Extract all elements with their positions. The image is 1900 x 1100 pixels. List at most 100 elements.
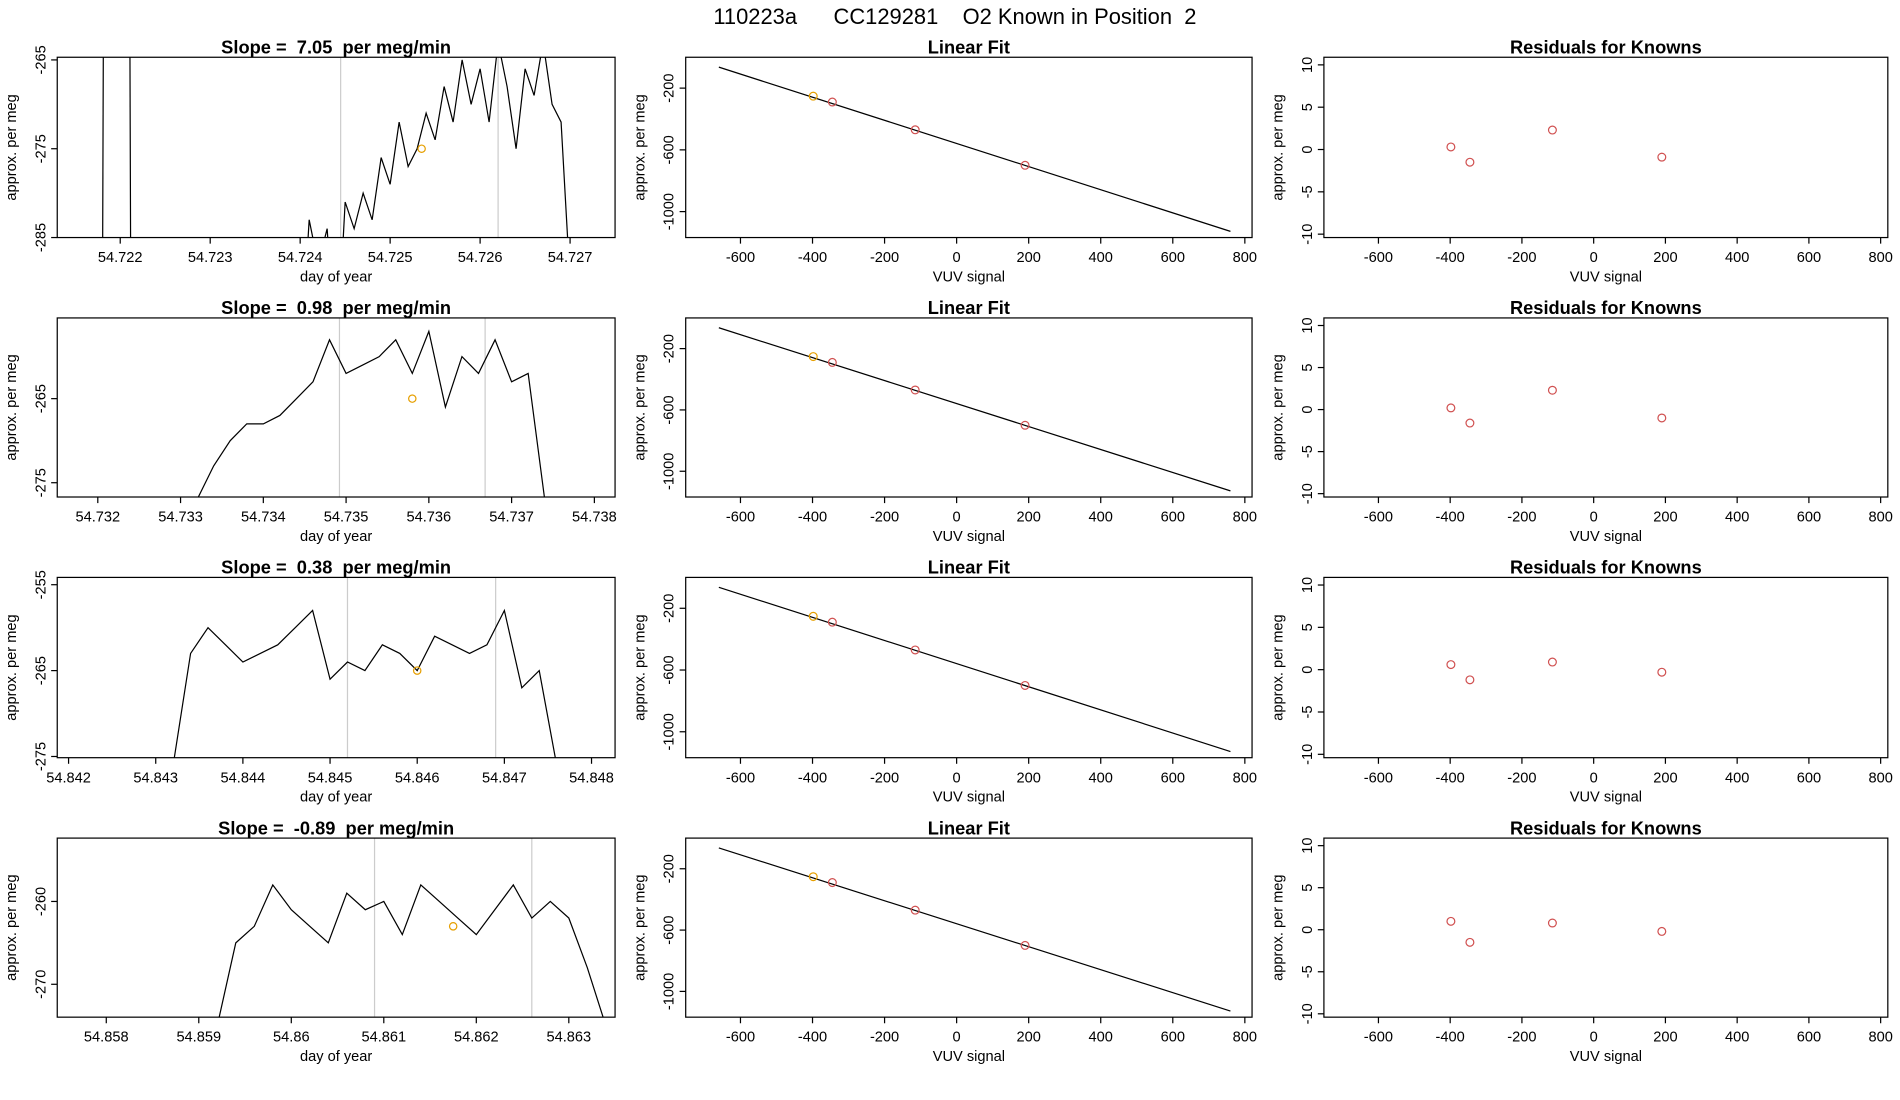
- y-tick-label: -200: [662, 73, 678, 102]
- plot-area: [718, 847, 1231, 1012]
- y-tick-label: -270: [33, 970, 49, 999]
- plot-frame: [1323, 56, 1889, 239]
- x-tick-label: -600: [1364, 510, 1393, 526]
- plot-frame: [1323, 576, 1889, 759]
- plot-area: [1446, 657, 1667, 685]
- y-tick-label: -265: [33, 45, 49, 74]
- x-tick-label: 800: [1868, 510, 1892, 526]
- x-tick-label: -600: [726, 1030, 755, 1046]
- plot-area: [718, 66, 1231, 232]
- y-tick-label: 10: [1300, 317, 1316, 333]
- x-tick-label: 54.734: [241, 510, 286, 526]
- x-tick-label: 54.726: [458, 250, 503, 266]
- y-tick-label: -10: [1300, 1003, 1316, 1024]
- panel-title: Residuals for Knowns: [1510, 817, 1702, 838]
- x-tick-label: -600: [726, 510, 755, 526]
- y-tick-label: -200: [662, 334, 678, 363]
- x-tick-label: 54.727: [548, 250, 593, 266]
- page-title: 110223a CC129281 O2 Known in Position 2: [713, 4, 1196, 29]
- data-point: [1547, 657, 1557, 667]
- x-tick-label: 200: [1653, 770, 1677, 786]
- x-tick-label: 200: [1016, 770, 1040, 786]
- x-tick-label: 54.735: [324, 510, 369, 526]
- data-point: [1446, 403, 1456, 413]
- x-tick-label: -400: [798, 770, 827, 786]
- y-tick-label: 10: [1300, 57, 1316, 73]
- plot-frame: [56, 837, 616, 1018]
- x-tick-label: 400: [1725, 1030, 1749, 1046]
- x-tick-label: 54.858: [84, 1030, 129, 1046]
- data-point: [1020, 420, 1030, 430]
- x-tick-label: -200: [870, 510, 899, 526]
- x-tick-label: 0: [953, 1030, 961, 1046]
- x-tick-label: -400: [798, 1030, 827, 1046]
- panel-title: Slope = 0.98 per meg/min: [221, 297, 451, 318]
- plot-frame: [56, 317, 616, 498]
- x-tick-label: 600: [1161, 770, 1185, 786]
- data-point: [1020, 160, 1030, 170]
- x-tick-label: -600: [1364, 250, 1393, 266]
- panel-title: Residuals for Knowns: [1510, 297, 1702, 318]
- data-point: [910, 125, 920, 135]
- x-tick-label: 800: [1868, 250, 1892, 266]
- x-tick-label: -600: [1364, 1030, 1393, 1046]
- y-tick-label: 0: [1300, 145, 1316, 153]
- panel-title: Linear Fit: [928, 37, 1010, 58]
- data-point: [1547, 125, 1557, 135]
- data-point: [1465, 675, 1475, 685]
- highlight-point: [412, 666, 422, 675]
- x-tick-label: -200: [1507, 770, 1536, 786]
- data-point: [1020, 680, 1030, 690]
- y-tick-label: -265: [33, 656, 49, 685]
- panel-title: Residuals for Knowns: [1510, 37, 1702, 58]
- series-line: [197, 329, 545, 498]
- data-point: [910, 905, 920, 915]
- plot-frame: [56, 56, 616, 239]
- x-tick-label: 54.733: [158, 510, 203, 526]
- y-axis-label: approx. per meg: [4, 354, 20, 460]
- y-axis-label: approx. per meg: [1271, 354, 1287, 460]
- x-axis-label: VUV signal: [1570, 1049, 1642, 1065]
- plot-area: [1446, 125, 1667, 167]
- data-point: [1657, 667, 1667, 677]
- y-tick-label: -5: [1300, 445, 1316, 458]
- x-tick-label: 54.844: [221, 770, 266, 786]
- x-tick-label: 54.846: [395, 770, 440, 786]
- y-tick-label: -600: [662, 915, 678, 944]
- data-point: [808, 872, 818, 882]
- x-tick-label: 800: [1233, 510, 1257, 526]
- y-tick-label: -10: [1300, 483, 1316, 504]
- x-tick-label: -400: [1436, 510, 1465, 526]
- fit-line: [718, 327, 1231, 492]
- x-axis-label: VUV signal: [933, 529, 1005, 545]
- y-tick-label: -1000: [662, 193, 678, 230]
- x-tick-label: -200: [1507, 250, 1536, 266]
- x-tick-label: 54.859: [176, 1030, 221, 1046]
- y-tick-label: -275: [33, 742, 49, 771]
- panel-title: Slope = -0.89 per meg/min: [218, 817, 454, 838]
- x-axis-label: day of year: [300, 790, 372, 806]
- panel-title: Slope = 0.38 per meg/min: [221, 557, 451, 578]
- x-tick-label: -400: [798, 250, 827, 266]
- x-tick-label: 0: [953, 510, 961, 526]
- plot-frame: [1323, 837, 1889, 1018]
- x-tick-label: 54.737: [489, 510, 534, 526]
- plot-area: [197, 317, 545, 498]
- fit-line: [718, 586, 1231, 753]
- panel-title: Linear Fit: [928, 557, 1010, 578]
- x-tick-label: 54.848: [569, 770, 614, 786]
- y-axis-label: approx. per meg: [4, 614, 20, 720]
- x-axis-label: VUV signal: [1570, 270, 1642, 286]
- y-tick-label: -600: [662, 655, 678, 684]
- data-point: [827, 878, 837, 888]
- x-tick-label: -200: [870, 250, 899, 266]
- data-point: [910, 645, 920, 655]
- y-tick-label: -285: [33, 223, 49, 252]
- x-tick-label: 400: [1089, 510, 1113, 526]
- data-point: [827, 357, 837, 367]
- x-tick-label: 200: [1653, 1030, 1677, 1046]
- plot-frame: [685, 837, 1253, 1018]
- x-tick-label: -200: [870, 1030, 899, 1046]
- data-point: [1547, 385, 1557, 395]
